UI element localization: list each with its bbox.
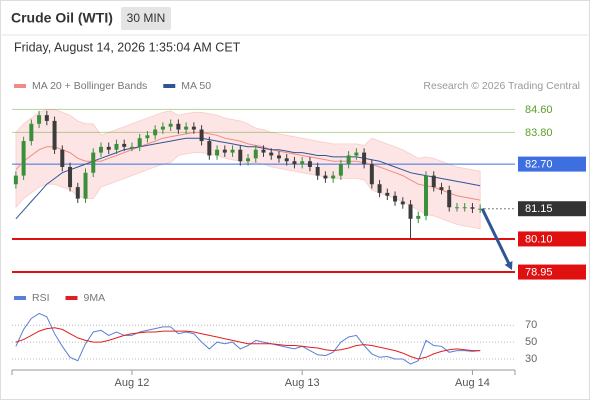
candle-body (261, 149, 266, 153)
candle-body (284, 158, 289, 162)
candle-body (393, 195, 398, 202)
candle-body (191, 126, 196, 130)
indicator-line (15, 327, 481, 360)
source-note: Research © 2026 Trading Central (423, 80, 580, 92)
candle-body (315, 166, 320, 176)
legend-label: MA 50 (181, 80, 211, 92)
candle-body (137, 138, 142, 147)
level-tag (518, 156, 586, 172)
candle-body (37, 115, 42, 124)
legend-label: MA 20 + Bollinger Bands (32, 80, 147, 92)
legend-label: RSI (32, 292, 50, 304)
candle-body (385, 192, 390, 196)
indicator-line (15, 312, 481, 365)
candle-body (176, 123, 181, 130)
candle-body (377, 184, 382, 193)
candle-body (253, 149, 258, 159)
level-label: 78.95 (525, 266, 553, 278)
candle-body (238, 149, 243, 162)
x-tick-label: Aug 14 (455, 377, 490, 389)
candle-body (292, 161, 297, 165)
candle-body (129, 146, 134, 148)
candle-body (68, 166, 73, 188)
candle-body (408, 204, 413, 219)
candle-body (276, 155, 281, 159)
candle-body (300, 161, 305, 165)
candle-body (83, 172, 88, 199)
candle-body (439, 187, 444, 190)
candle-body (199, 129, 204, 142)
timestamp: Friday, August 14, 2026 1:35:04 AM CET (14, 40, 241, 54)
candle-body (75, 187, 80, 199)
level-label: 82.70 (525, 158, 553, 170)
x-tick-label: Aug 13 (285, 377, 320, 389)
candle-body (470, 207, 475, 209)
candle-body (122, 143, 127, 147)
candle-body (331, 175, 336, 179)
candle-body (98, 146, 103, 153)
candle-body (307, 161, 312, 167)
candle-body (21, 141, 26, 176)
candle-body (424, 175, 429, 216)
candle-body (106, 146, 111, 150)
legend-label: 9MA (84, 292, 106, 304)
y-tick-label: 70 (525, 319, 537, 331)
candle-body (478, 208, 483, 210)
candle-body (230, 149, 235, 153)
candle-body (13, 175, 18, 185)
interval-button[interactable] (121, 7, 171, 30)
level-label: 81.15 (525, 203, 553, 215)
legend-swatch (14, 84, 26, 88)
interval-label[interactable]: 30 MIN (127, 11, 166, 25)
candle-body (44, 115, 49, 121)
candle-body (184, 126, 189, 130)
candle-body (400, 201, 405, 205)
candle-body (160, 126, 165, 130)
level-label: 84.60 (525, 104, 553, 116)
candle-body (346, 155, 351, 165)
forecast-arrowhead (504, 261, 513, 271)
candle-body (323, 175, 328, 179)
candle-body (153, 129, 158, 136)
candle-body (207, 141, 212, 156)
instrument-title: Crude Oil (WTI) (11, 10, 113, 26)
level-tag (518, 201, 586, 217)
candle-body (145, 135, 150, 139)
forecast-arrow (480, 208, 511, 265)
legend-swatch (14, 296, 26, 300)
candle-body (447, 190, 452, 208)
candle-body (369, 164, 374, 185)
candle-body (91, 152, 96, 173)
y-tick-label: 50 (525, 336, 537, 348)
candle-body (246, 158, 251, 162)
candle-body (362, 152, 367, 165)
level-tag (518, 231, 586, 247)
level-label: 80.10 (525, 233, 553, 245)
candle-body (215, 149, 220, 156)
candle-body (431, 175, 436, 188)
candle-body (462, 207, 467, 209)
legend-swatch (163, 84, 176, 88)
candle-body (269, 152, 274, 156)
candle-body (416, 215, 421, 219)
candle-body (338, 164, 343, 176)
candle-body (29, 123, 34, 142)
level-label: 83.80 (525, 127, 553, 139)
legend-swatch (65, 296, 78, 300)
level-tag (518, 264, 586, 280)
x-tick-label: Aug 12 (115, 377, 150, 389)
candle-body (454, 207, 459, 209)
candle-body (52, 120, 57, 150)
candle-body (222, 149, 227, 153)
candle-body (168, 123, 173, 127)
candle-body (114, 143, 119, 150)
candle-body (60, 149, 65, 167)
candle-body (354, 152, 359, 156)
y-tick-label: 30 (525, 353, 537, 365)
